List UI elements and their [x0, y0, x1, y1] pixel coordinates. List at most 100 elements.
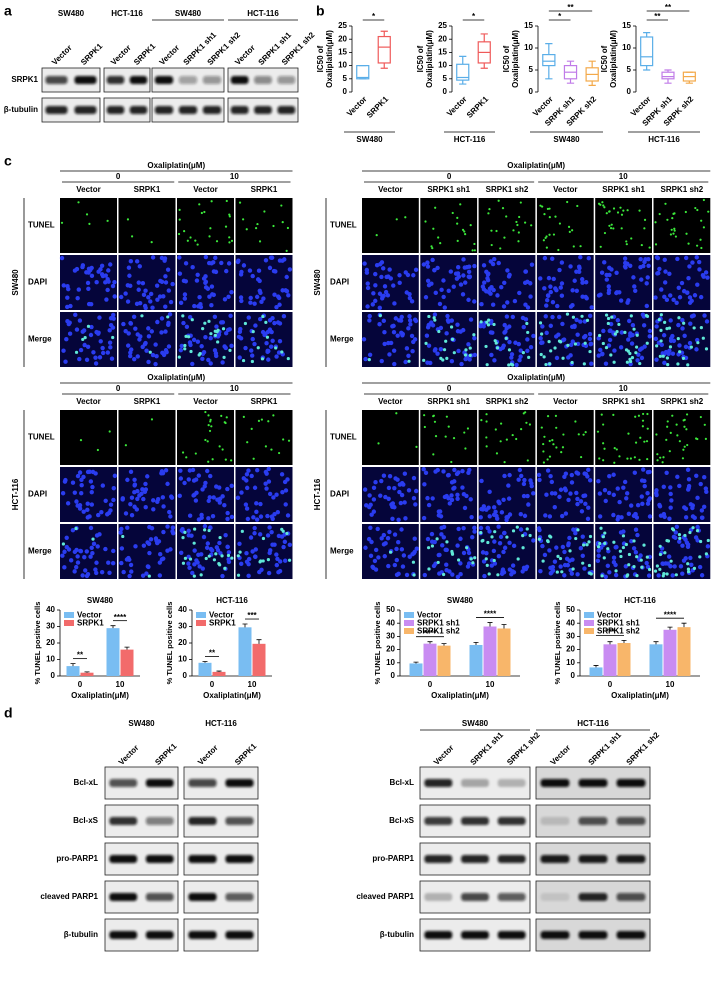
image-background [118, 312, 176, 367]
nucleus [371, 497, 377, 502]
nucleus [613, 572, 619, 578]
tunel-dot [602, 442, 605, 445]
tunel-dot [437, 236, 440, 239]
micrograph [420, 466, 478, 522]
blot-band [578, 779, 608, 787]
nucleus [99, 263, 105, 269]
nucleus [182, 296, 188, 301]
tunel-dot [618, 455, 621, 458]
chart-title: HCT-116 [624, 596, 656, 605]
nucleus [151, 507, 156, 512]
tunel-dot [221, 448, 224, 451]
tunel-dot [666, 425, 669, 428]
nucleus [287, 267, 293, 272]
nucleus [90, 484, 95, 490]
tunel-dot [682, 419, 685, 422]
x-tick-label: SRPK1 [365, 94, 391, 120]
nucleus [285, 477, 290, 482]
tunel-dot [272, 414, 275, 417]
nucleus [552, 559, 558, 564]
nucleus [429, 531, 435, 537]
tunel-dot [655, 564, 659, 568]
tunel-dot [188, 557, 193, 561]
tunel-dot [629, 457, 632, 460]
nucleus [548, 284, 553, 289]
nucleus [600, 351, 605, 357]
dose-label: 0 [116, 384, 121, 393]
tunel-dot [669, 233, 673, 236]
nucleus [366, 536, 372, 542]
tunel-dot [412, 573, 416, 577]
blot-band [225, 855, 254, 863]
nucleus [461, 327, 466, 333]
nucleus [444, 562, 449, 567]
tunel-dot [667, 326, 672, 330]
nucleus [461, 550, 467, 556]
y-tick-label: 0 [391, 671, 396, 680]
column-label: Vector [193, 397, 217, 406]
tunel-dot [187, 335, 191, 339]
tunel-dot [626, 349, 630, 353]
tunel-dot [223, 566, 227, 570]
significance-label: * [558, 12, 562, 21]
nucleus [459, 361, 464, 367]
nucleus [89, 489, 94, 495]
nucleus [399, 547, 405, 552]
nucleus [525, 493, 530, 499]
nucleus [276, 350, 282, 355]
nucleus [277, 258, 283, 263]
nucleus [252, 554, 258, 559]
nucleus [261, 296, 266, 301]
micrograph [118, 467, 176, 522]
nucleus [686, 275, 691, 281]
tunel-dot [635, 555, 639, 559]
tunel-dot [557, 248, 560, 252]
nucleus [387, 352, 392, 357]
nucleus [93, 471, 98, 476]
nucleus [162, 256, 168, 261]
nucleus [155, 319, 160, 325]
nucleus [159, 471, 164, 476]
nucleus [517, 467, 523, 473]
nucleus [266, 348, 271, 354]
nucleus [178, 347, 184, 353]
nucleus [193, 498, 199, 503]
tunel-dot [528, 533, 532, 538]
nucleus [611, 512, 616, 518]
tunel-dot [625, 360, 629, 364]
nucleus [468, 497, 473, 502]
box [456, 63, 470, 81]
nucleus [411, 273, 416, 278]
nucleus [705, 275, 710, 280]
tunel-dot [604, 313, 609, 317]
nucleus [633, 288, 638, 293]
nucleus [160, 495, 166, 500]
nucleus [237, 541, 242, 547]
tunel-dot [552, 443, 555, 446]
nucleus [178, 300, 184, 306]
bar [120, 649, 134, 676]
nucleus [222, 344, 227, 349]
nucleus [568, 342, 574, 348]
nucleus [187, 340, 193, 345]
tunel-dot [539, 352, 543, 357]
tunel-dot [555, 426, 558, 429]
nucleus [94, 533, 100, 538]
error-bar [216, 670, 222, 672]
nucleus [370, 564, 375, 570]
tunel-dot [74, 350, 79, 354]
column-label: Vector [378, 397, 402, 406]
nucleus [644, 303, 649, 309]
nucleus [501, 570, 507, 575]
nucleus [385, 293, 391, 298]
nucleus [690, 260, 695, 265]
nucleus [391, 323, 396, 329]
tunel-dot [632, 327, 636, 331]
tunel-dot [612, 540, 616, 544]
nucleus [253, 323, 258, 328]
tunel-dot [461, 228, 465, 231]
row-label: TUNEL [330, 221, 357, 230]
nucleus [386, 485, 392, 491]
tunel-dot [685, 232, 688, 235]
tunel-dot [626, 457, 629, 460]
